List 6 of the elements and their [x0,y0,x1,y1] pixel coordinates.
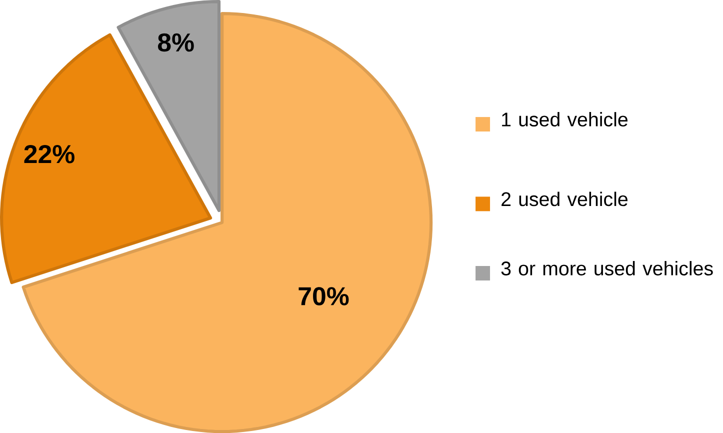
legend-label: 1 used vehicle [502,112,628,126]
data-label: 22% [24,144,74,164]
legend-label: 3 or more used vehicles [501,261,713,276]
legend-label: 2 used vehicle [502,192,628,206]
data-label: 8% [158,33,194,52]
data-label: 70% [298,287,349,306]
